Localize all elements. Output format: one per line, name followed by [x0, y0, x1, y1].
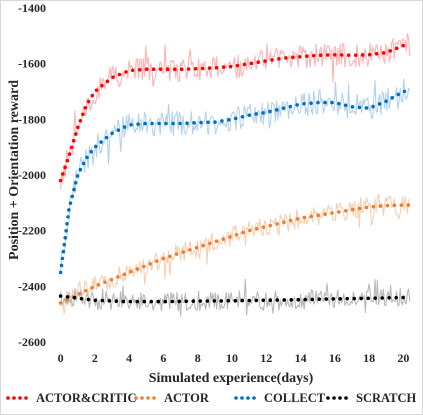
x-tick-label: 18 — [363, 351, 375, 365]
x-tick-label: 8 — [195, 351, 201, 365]
y-tick-label: -2400 — [18, 279, 46, 293]
trend-series-layer — [58, 43, 411, 305]
series-trend-line — [58, 203, 411, 305]
y-tick-label: -1600 — [18, 57, 46, 71]
raw-series-line — [60, 78, 411, 272]
x-tick-label: 2 — [92, 351, 98, 365]
x-axis-title: Simulated experience(days) — [149, 371, 314, 386]
x-tick-label: 10 — [226, 351, 238, 365]
legend: ACTOR&CRITIC ACTOR COLLECT SCRATCH — [6, 391, 416, 405]
raw-series-line — [60, 193, 411, 315]
y-tick-label: -1400 — [18, 1, 46, 15]
y-axis-ticks: -2600 -2400 -2200 -2000 -1800 -1600 -1400 — [18, 1, 46, 349]
series-trend-line — [58, 294, 411, 304]
y-tick-label: -2000 — [18, 168, 46, 182]
legend-label: COLLECT — [264, 391, 326, 405]
x-tick-label: 6 — [160, 351, 166, 365]
legend-label: SCRATCH — [356, 391, 416, 405]
raw-series-line — [60, 33, 411, 190]
legend-label: ACTOR — [164, 391, 210, 405]
y-tick-label: -1800 — [18, 112, 46, 126]
x-axis-ticks: 0 2 4 6 8 10 12 14 16 18 20 — [58, 351, 410, 365]
y-tick-label: -2200 — [18, 224, 46, 238]
series-trend-line — [58, 43, 411, 183]
x-tick-label: 0 — [58, 351, 64, 365]
x-tick-label: 14 — [295, 351, 307, 365]
x-tick-label: 4 — [126, 351, 132, 365]
x-tick-label: 12 — [260, 351, 272, 365]
x-tick-label: 16 — [329, 351, 341, 365]
legend-label: ACTOR&CRITIC — [36, 391, 136, 405]
series-trend-line — [58, 89, 411, 275]
x-tick-label: 20 — [397, 351, 409, 365]
y-tick-label: -2600 — [18, 335, 46, 349]
y-axis-title: Position + Orientation reward — [7, 80, 22, 260]
